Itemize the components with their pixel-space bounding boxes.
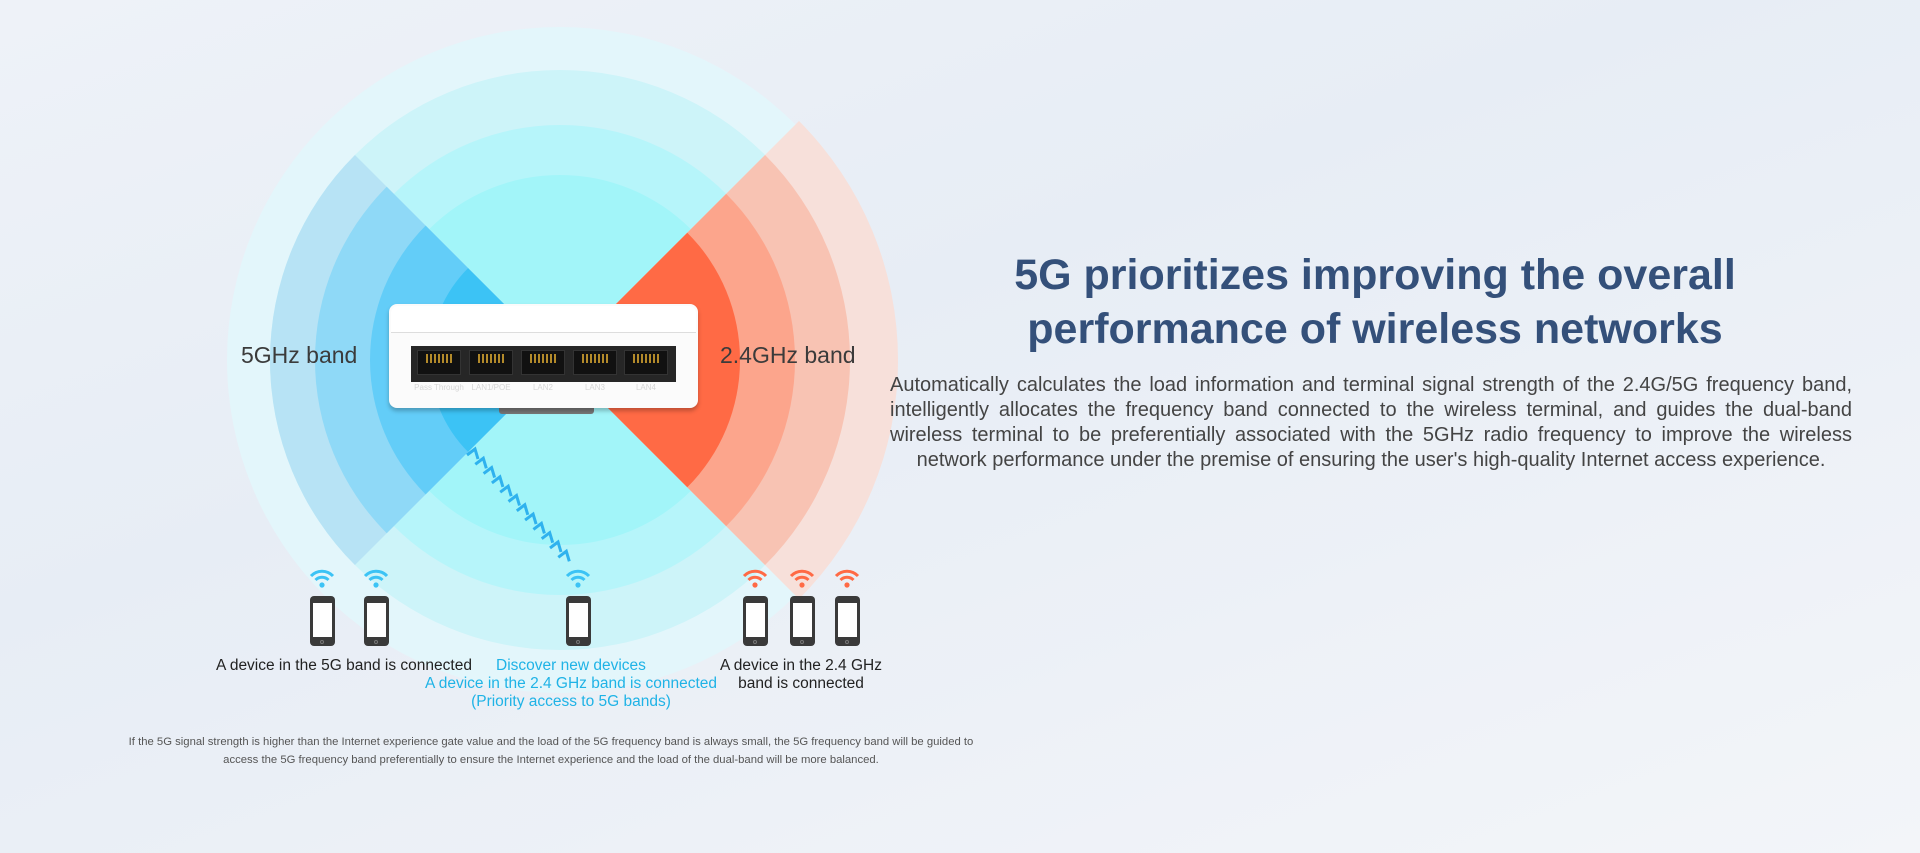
caption-line: (Priority access to 5G bands) [471,693,671,710]
caption-5g-connected: A device in the 5G band is connected [216,657,472,674]
smartphone-icon [364,596,389,646]
ethernet-port-icon [469,350,513,375]
caption-line: band is connected [738,675,864,692]
router-lid [391,306,696,333]
ethernet-port-icon [521,350,565,375]
steering-arrows [466,446,571,562]
title-line-1: 5G prioritizes improving the overall [1014,251,1736,299]
caption-new-device: Discover new devices A device in the 2.4… [425,657,717,711]
title-line-2: performance of wireless networks [1027,305,1723,353]
phone-screen [569,603,588,637]
chevron-arrow [515,502,530,516]
home-button [753,640,757,644]
caption-line: A device in the 2.4 GHz [720,657,882,674]
ethernet-port-icon [573,350,617,375]
port-label: LAN2 [532,383,553,392]
home-button [800,640,804,644]
port-strip [411,346,676,382]
wifi-signal-icon [565,568,591,590]
router-image: Pass Through LAN1/POE LAN2 LAN3 LAN4 [389,304,698,414]
port-label: LAN4 [635,383,656,392]
home-button [320,640,324,644]
smartphone-icon [790,596,815,646]
port-label: LAN3 [584,383,605,392]
smartphone-icon [310,596,335,646]
ethernet-port-icon [417,350,461,375]
smartphone-icon [743,596,768,646]
wifi-signal-icon [834,568,860,590]
phone-screen [793,603,812,637]
home-button [845,640,849,644]
smartphone-icon [566,596,591,646]
phone-screen [313,603,332,637]
caption-24g-connected: A device in the 2.4 GHz band is connecte… [720,657,882,693]
band-24ghz-label: 2.4GHz band [720,342,856,368]
wifi-signal-icon [789,568,815,590]
smartphone-icon [835,596,860,646]
wifi-signal-icon [742,568,768,590]
band-5ghz-label: 5GHz band [241,342,358,368]
home-button [374,640,378,644]
port-label: Pass Through [414,383,464,392]
chevron-arrow [507,493,521,506]
chevron-arrow [482,465,497,479]
chevron-arrow [474,455,488,469]
ethernet-port-icon [624,350,668,375]
chevron-arrow [490,474,505,488]
chevron-arrow [524,511,538,525]
caption-line: Discover new devices [496,657,646,674]
phone-screen [367,603,386,637]
chevron-arrow [466,446,480,460]
router-body: Pass Through LAN1/POE LAN2 LAN3 LAN4 [389,304,698,408]
phone-screen [838,603,857,637]
chevron-arrow [540,530,555,544]
wifi-signal-icon [309,568,335,590]
wifi-signal-icon [363,568,389,590]
chevron-arrow [532,520,546,534]
port-label: LAN1/POE [471,383,511,392]
description: Automatically calculates the load inform… [890,374,1852,471]
caption-line: A device in the 2.4 GHz band is connecte… [424,675,718,692]
router-feet [499,408,594,414]
chevron-arrow [557,548,571,562]
home-button [576,640,580,644]
phone-screen [746,603,765,637]
footnote: If the 5G signal strength is higher than… [128,736,974,766]
chevron-arrow [549,539,563,553]
chevron-arrow [499,483,513,497]
page-title: 5G prioritizes improving the overall per… [900,248,1850,356]
